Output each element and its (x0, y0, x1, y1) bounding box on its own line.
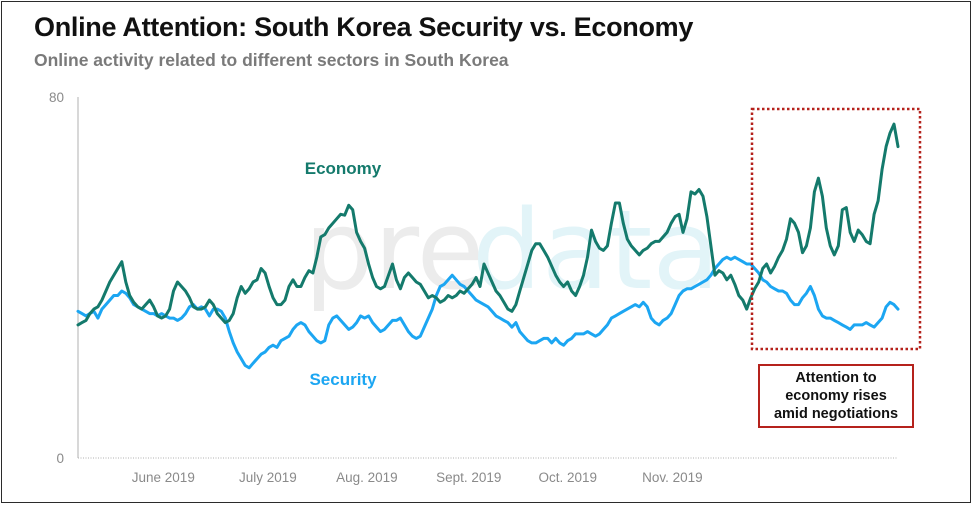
x-tick-label: June 2019 (132, 470, 195, 485)
x-tick-label: Aug. 2019 (336, 470, 398, 485)
annotation-box: Attention to economy rises amid negotiat… (758, 364, 914, 428)
x-tick-label: Sept. 2019 (436, 470, 501, 485)
series-line-economy (76, 122, 900, 327)
x-tick-label: Oct. 2019 (539, 470, 598, 485)
annotation-line: amid negotiations (773, 406, 899, 422)
series-label-economy: Economy (305, 159, 382, 178)
chart-title: Online Attention: South Korea Security v… (34, 12, 694, 42)
chart-subtitle: Online activity related to different sec… (34, 50, 509, 70)
x-tick-label: Nov. 2019 (642, 470, 703, 485)
watermark-pre: pre (304, 186, 484, 314)
highlight-region (750, 107, 922, 351)
annotation-line: economy rises (785, 388, 887, 404)
watermark-data: data (472, 186, 720, 314)
x-tick-label: July 2019 (239, 470, 297, 485)
watermark: pre data (304, 186, 720, 314)
axes: 80 0 June 2019 July 2019 Aug. 2019 Sept. 2019… (49, 90, 898, 485)
y-tick-label: 0 (56, 451, 64, 466)
y-tick-label: 80 (49, 90, 64, 105)
annotation-line: Attention to (795, 370, 877, 386)
series-lines (76, 122, 900, 370)
series-labels: Economy Security (305, 159, 382, 389)
series-label-security: Security (309, 370, 377, 389)
